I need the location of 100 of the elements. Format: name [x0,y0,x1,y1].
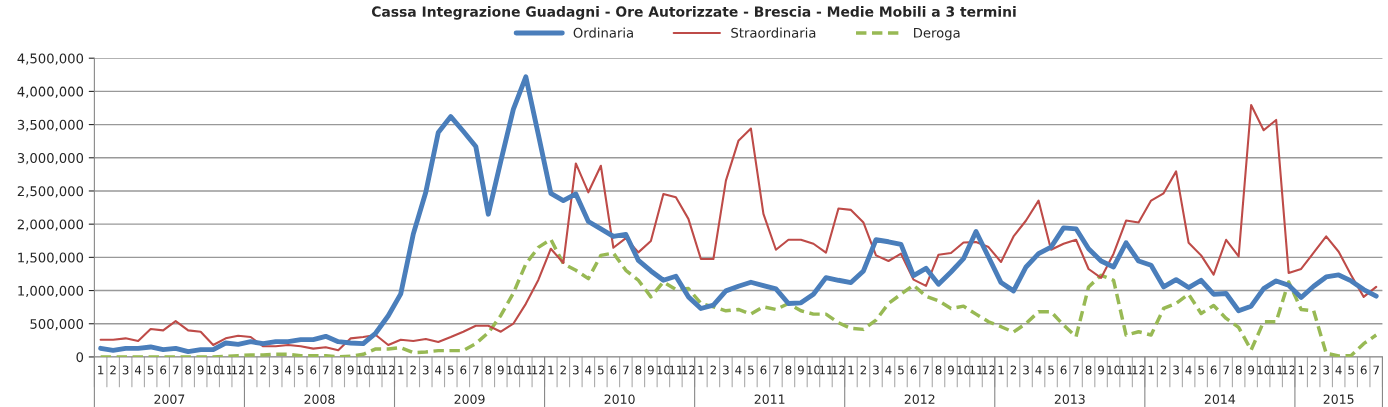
x-tick-label: 4 [134,365,142,375]
x-tick-label: 8 [485,365,492,375]
x-tick-label: 1 [398,365,404,375]
y-tick-label: 3,000,000 [17,153,84,165]
y-tick-label: 2,500,000 [17,186,84,198]
x-tick-label: 12 [382,365,395,375]
x-tick-label: 6 [1210,365,1217,375]
x-tick-label: 11 [219,365,233,375]
x-tick-label: 9 [948,365,954,375]
text: 2010 [604,394,635,404]
x-tick-label: 4 [1035,365,1042,375]
x-tick-label: 4 [585,365,592,375]
x-tick-label: 7 [322,365,329,375]
x-tick-label: 1 [848,365,854,375]
x-tick-label: 1 [698,365,704,375]
x-tick-label: 5 [447,365,454,375]
x-tick-label: 2 [1160,365,1167,375]
x-tick-label: 12 [832,365,845,375]
text: 2008 [304,394,335,404]
x-tick-label: 5 [147,365,154,375]
x-tick-label: 6 [1060,365,1067,375]
y-tick-label: 3,500,000 [17,119,84,132]
x-tick-label: 3 [1173,365,1179,375]
x-tick-label: 9 [347,365,354,375]
x-tick-label: 6 [310,365,317,375]
x-tick-label: 7 [473,365,479,375]
x-tick-label: 12 [1132,365,1145,375]
x-tick-label: 11 [669,365,683,375]
x-tick-label: 3 [873,365,879,375]
y-tick-label: 500,000 [30,318,84,331]
x-tick-label: 12 [231,365,245,375]
x-tick-label: 7 [773,365,779,375]
x-tick-label: 5 [1048,365,1054,375]
x-tick-label: 4 [285,365,292,375]
x-tick-label: 6 [910,365,917,375]
y-tick-label: 1,000,000 [18,285,84,298]
x-tick-label: 2 [260,365,266,375]
legend-label: Ordinaria [573,27,633,38]
x-tick-label: 7 [1373,365,1379,375]
x-tick-label: 2 [410,365,416,375]
y-tick-label: 1,500,000 [18,252,84,264]
x-tick-label: 2 [560,365,566,375]
x-tick-label: 1 [98,365,104,375]
x-tick-label: 4 [885,365,892,375]
x-tick-label: 11 [519,365,533,375]
x-tick-label: 8 [935,365,942,375]
text: 2007 [154,394,185,404]
x-tick-label: 8 [1085,365,1092,375]
chart-title: Cassa Integrazione Guadagni - Ore Autorizzate - Brescia - Medie Mobili a 3 termini [371,6,1016,20]
x-tick-label: 8 [635,365,642,375]
x-tick-label: 2 [110,365,116,375]
x-tick-label: 1 [248,365,254,375]
x-tick-label: 9 [1098,365,1104,375]
text: 2013 [1054,394,1085,404]
x-tick-label: 6 [760,365,767,375]
x-tick-label: 6 [160,365,167,375]
x-tick-label: 3 [422,365,429,375]
x-tick-label: 2 [710,365,716,375]
x-tick-label: 11 [819,365,833,375]
x-tick-label: 9 [497,365,504,375]
x-tick-label: 10 [957,365,971,375]
x-tick-label: 2 [1310,365,1317,375]
x-tick-label: 9 [647,365,654,375]
x-tick-label: 1 [1148,365,1154,375]
x-tick-label: 7 [1223,365,1229,375]
x-tick-label: 8 [1235,365,1242,375]
x-tick-label: 3 [1323,365,1329,375]
text: 2014 [1204,394,1236,404]
x-tick-label: 6 [1360,365,1367,375]
x-tick-label: 2 [1010,365,1017,375]
x-tick-label: 10 [1107,365,1121,375]
x-tick-label: 6 [610,365,617,375]
x-tick-label: 4 [735,365,742,375]
x-tick-label: 11 [369,365,383,375]
x-tick-label: 12 [982,365,995,375]
x-tick-label: 4 [1185,365,1192,375]
x-tick-label: 7 [923,365,929,375]
x-tick-label: 1 [1298,365,1304,375]
x-tick-label: 12 [1282,365,1295,375]
x-tick-label: 11 [969,365,983,375]
x-tick-label: 9 [797,365,804,375]
x-tick-label: 3 [572,365,579,375]
x-tick-label: 4 [435,365,442,375]
x-tick-label: 3 [122,365,129,375]
x-tick-label: 5 [898,365,904,375]
x-tick-label: 10 [807,365,821,375]
x-tick-label: 11 [1119,365,1133,375]
x-tick-label: 9 [1248,365,1255,375]
x-tick-label: 5 [297,365,304,375]
legend-label: Deroga [914,27,960,41]
x-tick-label: 10 [1257,365,1271,375]
x-tick-label: 10 [657,365,671,375]
x-tick-label: 7 [623,365,629,375]
x-tick-label: 5 [1348,365,1354,375]
x-tick-label: 2 [860,365,867,375]
x-tick-label: 11 [1269,365,1283,375]
x-tick-label: 8 [785,365,792,375]
legend-label: Straordinaria [731,27,816,38]
x-tick-label: 8 [335,365,342,375]
line-series [98,237,1378,357]
